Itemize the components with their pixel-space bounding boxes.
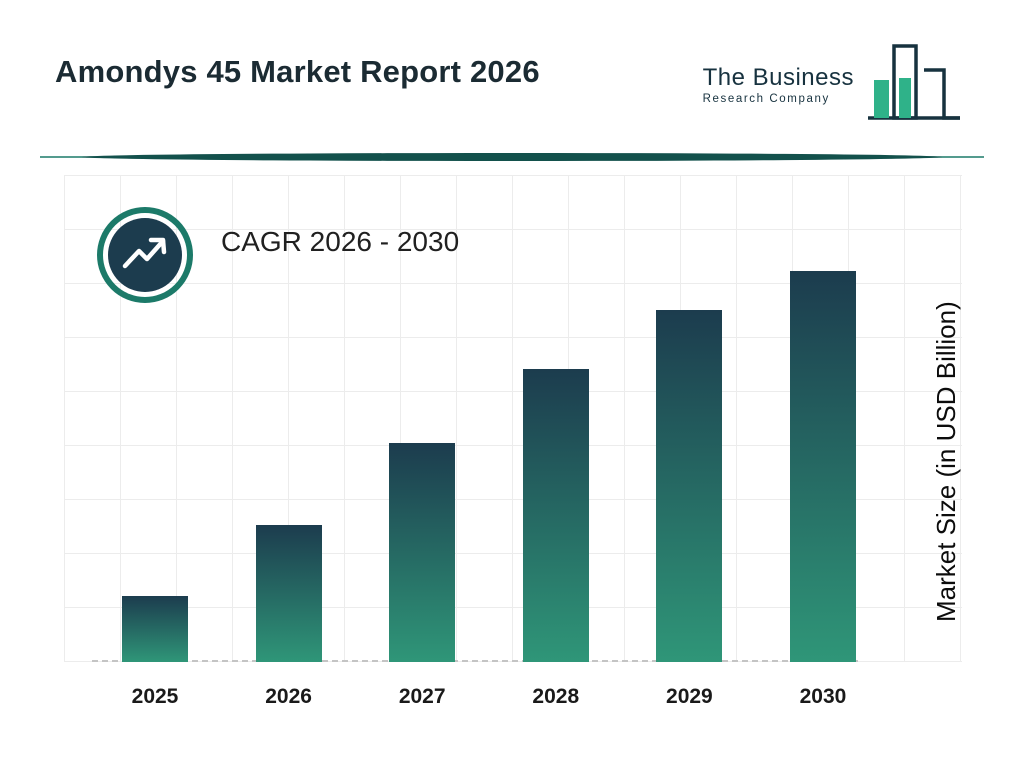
cagr-label: CAGR 2026 - 2030 [221,226,460,257]
bars-row: 2025 2026 2027 2028 2029 2030 [122,175,856,715]
bar-chart-logo-icon [868,44,960,120]
x-tick-label-2026: 2026 [265,685,312,708]
bar-2029 [656,310,723,662]
bar-2026 [255,525,322,662]
x-tick-label-2028: 2028 [532,685,580,708]
x-tick-label-2029: 2029 [666,685,713,708]
bar-column-2029: 2029 [656,175,723,715]
bar-column-2027: 2027 [389,175,456,715]
bar-column-2030: 2030 [789,175,856,715]
cagr-annotation: CAGR 2026 - 2030 [95,205,459,305]
bar-column-2028: 2028 [522,175,589,715]
bar-2028 [522,369,589,662]
logo-line1: The Business [702,63,854,91]
chart-plot-area: 2025 2026 2027 2028 2029 2030 [64,175,962,708]
company-logo-text: The Business Research Company [703,64,854,105]
bar-2025 [122,596,188,662]
company-logo: The Business Research Company [703,40,964,128]
chart-baseline [92,660,858,662]
trend-arrow-icon [97,207,193,303]
x-tick-label-2027: 2027 [398,685,446,708]
bar-2027 [389,443,456,662]
logo-line2: Research Company [702,92,830,105]
bar-column-2026: 2026 [255,175,322,715]
page-title: Amondys 45 Market Report 2026 [55,54,540,89]
bar-column-2025: 2025 [122,175,188,715]
x-tick-label-2030: 2030 [799,685,847,708]
header-divider [40,153,984,161]
x-tick-label-2025: 2025 [131,685,179,708]
y-axis-label: Market Size (in USD Billion) [931,301,961,623]
bar-2030 [789,271,856,662]
